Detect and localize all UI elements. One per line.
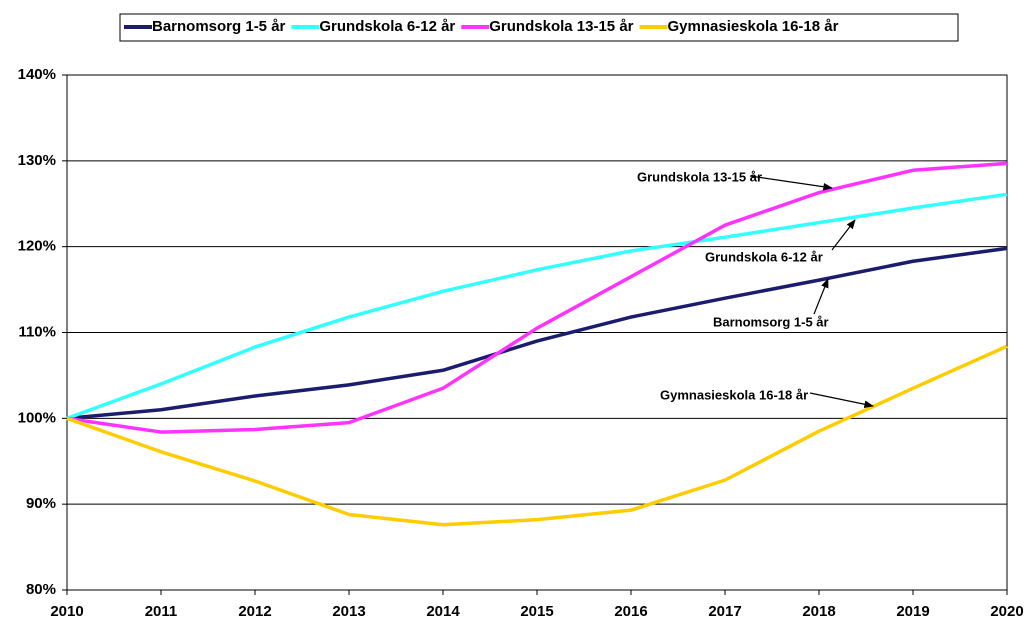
x-tick-label: 2012 xyxy=(238,603,271,620)
x-tick-label: 2016 xyxy=(614,603,647,620)
series-line xyxy=(66,161,1008,434)
legend-label: Grundskola 13-15 år xyxy=(489,18,633,35)
x-tick-label: 2014 xyxy=(426,603,460,620)
x-tick-label: 2020 xyxy=(990,603,1023,620)
annotation-arrow xyxy=(831,219,856,251)
series-line xyxy=(66,192,1008,420)
y-tick-label: 140% xyxy=(18,66,56,83)
annotation: Barnomsorg 1-5 år xyxy=(713,314,829,329)
annotation: Grundskola 13-15 år xyxy=(637,169,762,184)
x-tick-label: 2013 xyxy=(332,603,365,620)
y-tick-label: 80% xyxy=(26,581,56,598)
y-tick-label: 100% xyxy=(18,409,56,426)
y-tick-label: 110% xyxy=(18,323,56,340)
legend-label: Gymnasieskola 16-18 år xyxy=(668,18,839,35)
series-line xyxy=(66,246,1008,421)
x-tick-label: 2011 xyxy=(145,603,178,620)
y-tick-label: 130% xyxy=(18,152,56,169)
annotation-arrow xyxy=(749,175,833,191)
series-line xyxy=(66,344,1008,527)
annotation: Grundskola 6-12 år xyxy=(705,249,823,264)
y-tick-label: 90% xyxy=(26,495,56,512)
annotation-arrow xyxy=(813,278,829,315)
legend-box xyxy=(119,13,959,42)
x-tick-label: 2019 xyxy=(896,603,929,620)
annotation-arrow xyxy=(809,392,874,409)
x-tick-label: 2010 xyxy=(50,603,83,620)
legend-label: Barnomsorg 1-5 år xyxy=(152,18,286,35)
legend-label: Grundskola 6-12 år xyxy=(319,18,455,35)
y-tick-label: 120% xyxy=(18,238,56,255)
x-tick-label: 2018 xyxy=(802,603,835,620)
x-tick-label: 2017 xyxy=(708,603,741,620)
x-tick-label: 2015 xyxy=(520,603,553,620)
annotation: Gymnasieskola 16-18 år xyxy=(660,387,808,402)
